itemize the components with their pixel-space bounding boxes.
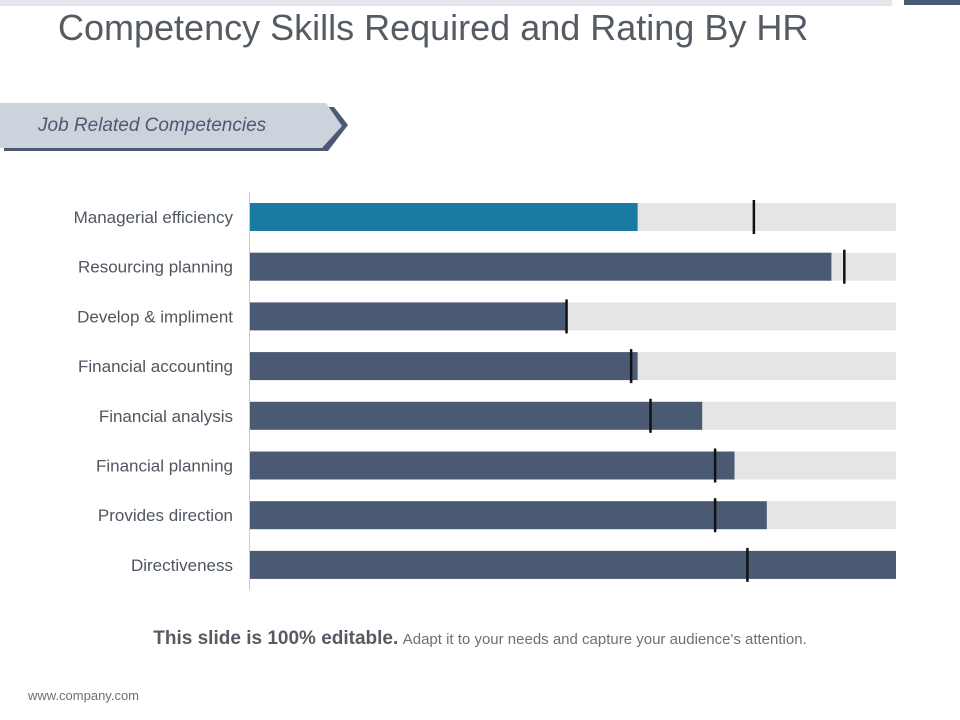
bar: [250, 252, 832, 281]
category-label: Directiveness: [131, 556, 233, 575]
top-rule-accent: [904, 0, 960, 5]
website-url: www.company.com: [28, 688, 140, 703]
section-banner: Job Related Competencies: [0, 103, 348, 153]
category-label: Resourcing planning: [78, 258, 233, 277]
bar: [250, 401, 703, 430]
footer-note: This slide is 100% editable. Adapt it to…: [0, 628, 960, 650]
bar: [250, 203, 638, 231]
footer-strong-text: This slide is 100% editable.: [153, 628, 399, 649]
bar: [250, 451, 735, 480]
footer-light-text: Adapt it to your needs and capture your …: [402, 631, 807, 648]
bar: [250, 550, 896, 579]
page-title: Competency Skills Required and Rating By…: [58, 7, 809, 48]
category-label: Managerial efficiency: [74, 208, 234, 227]
banner-arrow-shape: [0, 103, 348, 151]
bar: [250, 501, 767, 530]
category-label: Financial accounting: [78, 357, 233, 376]
category-label: Provides direction: [98, 506, 233, 525]
competency-bar-chart: Managerial efficiency Resourcing planning…: [74, 192, 896, 590]
category-label: Financial analysis: [99, 407, 233, 426]
category-label: Financial planning: [96, 457, 233, 476]
bar: [250, 302, 567, 331]
bar: [250, 352, 638, 381]
category-label: Develop & impliment: [77, 307, 233, 326]
banner-label: Job Related Competencies: [38, 115, 267, 136]
top-rule: [0, 0, 892, 6]
